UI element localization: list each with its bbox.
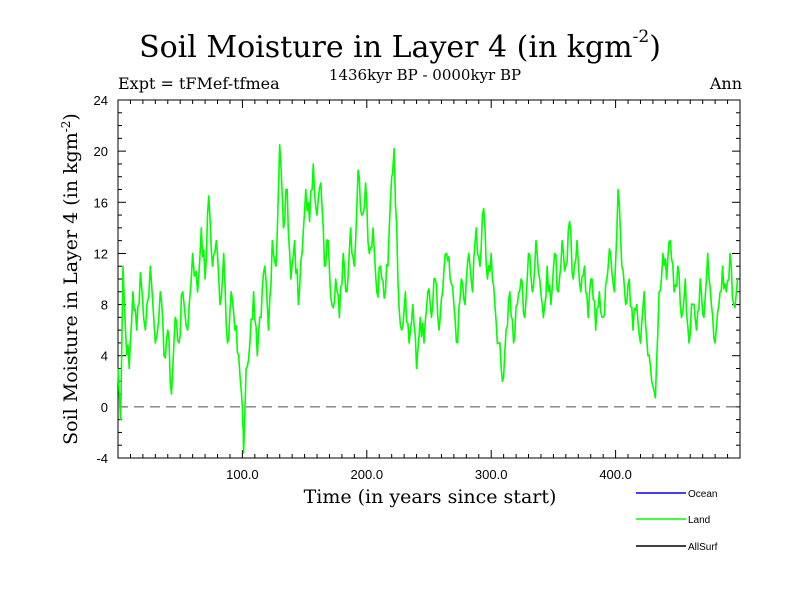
legend-label-land: Land [688, 515, 710, 526]
y-tick-label: 4 [101, 349, 108, 364]
x-tick-label: 100.0 [226, 467, 259, 482]
y-tick-label: 0 [101, 400, 108, 415]
chart-title: Soil Moisture in Layer 4 (in kgm-2) [139, 27, 661, 65]
y-tick-label: 24 [94, 93, 108, 108]
legend-label-ocean: Ocean [688, 489, 717, 500]
season-label: Ann [709, 74, 742, 93]
legend-label-allsurf: AllSurf [688, 542, 718, 553]
y-tick-label: 12 [94, 246, 108, 261]
y-tick-label: 16 [94, 195, 108, 210]
chart-subtitle: 1436kyr BP - 0000kyr BP [328, 66, 522, 84]
x-tick-label: 200.0 [351, 467, 384, 482]
land-series-line [117, 144, 739, 454]
y-tick-label: -4 [96, 451, 108, 466]
y-tick-label: 8 [101, 298, 108, 313]
x-tick-label: 300.0 [475, 467, 508, 482]
y-axis-title: Soil Moisture in Layer 4 (in kgm-2) [59, 113, 82, 445]
y-tick-label: 20 [94, 144, 108, 159]
x-axis-title: Time (in years since start) [304, 486, 557, 508]
x-tick-label: 400.0 [599, 467, 632, 482]
legend: Ocean Land AllSurf [636, 489, 718, 553]
experiment-label: Expt = tFMef-tfmea [118, 74, 280, 93]
plot-frame [117, 99, 741, 459]
